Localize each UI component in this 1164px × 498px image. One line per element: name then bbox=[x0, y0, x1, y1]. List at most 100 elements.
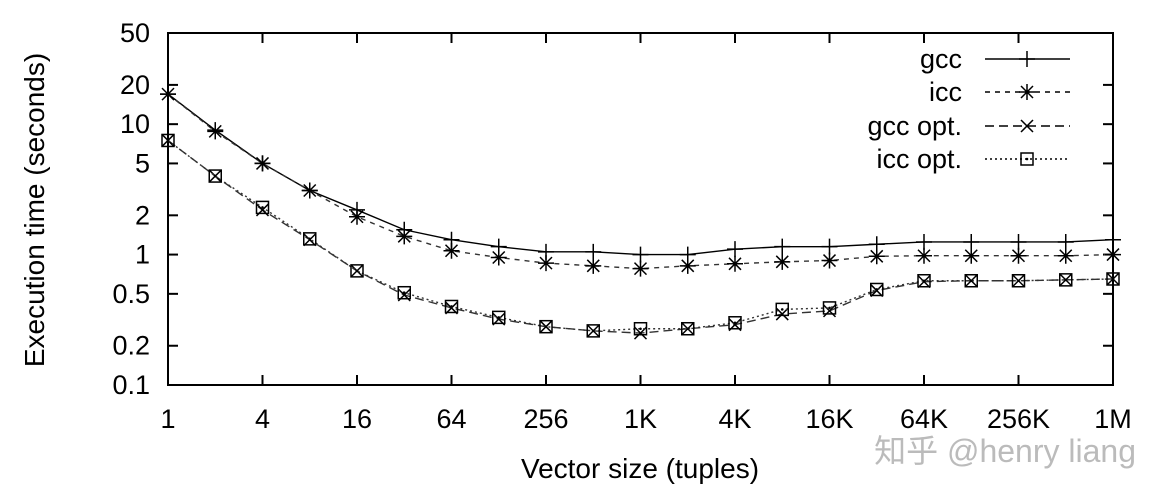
data-point-marker bbox=[679, 257, 696, 274]
data-point-marker bbox=[490, 249, 507, 266]
data-point-marker-dot bbox=[969, 279, 973, 283]
data-point-marker bbox=[870, 282, 884, 297]
data-point-marker bbox=[821, 252, 838, 269]
data-point-marker bbox=[963, 233, 980, 250]
data-point-marker bbox=[821, 238, 838, 255]
y-tick-label: 0.5 bbox=[112, 279, 150, 309]
data-point-marker-dot bbox=[733, 321, 737, 325]
data-point-marker bbox=[727, 255, 743, 272]
data-point-marker bbox=[208, 169, 222, 183]
y-tick-label: 1 bbox=[135, 240, 150, 270]
legend-marker-dot bbox=[1025, 157, 1029, 161]
data-point-marker bbox=[492, 310, 506, 325]
x-tick-label: 256 bbox=[523, 404, 568, 434]
series-line bbox=[167, 93, 1114, 256]
y-tick-label: 0.1 bbox=[112, 370, 150, 400]
series-group bbox=[160, 86, 1121, 340]
y-tick-label: 5 bbox=[135, 148, 150, 178]
data-point-marker bbox=[585, 257, 602, 274]
data-point-marker bbox=[161, 133, 175, 148]
series-icc bbox=[160, 86, 1121, 277]
data-point-marker bbox=[632, 260, 649, 277]
x-tick-label: 64 bbox=[436, 404, 466, 434]
data-point-marker bbox=[538, 255, 554, 272]
legend-marker bbox=[1020, 152, 1034, 166]
legend-label: icc bbox=[929, 77, 962, 107]
data-point-marker bbox=[916, 247, 932, 264]
data-point-marker-dot bbox=[213, 174, 217, 178]
y-tick-label: 0.2 bbox=[112, 331, 150, 361]
data-point-marker bbox=[633, 321, 648, 336]
legend-marker bbox=[1019, 84, 1035, 100]
series-gcc-opt bbox=[161, 133, 1120, 340]
data-point-marker bbox=[443, 242, 460, 259]
data-point-marker bbox=[444, 299, 459, 314]
x-tick-label: 4K bbox=[718, 404, 751, 434]
x-tick-label: 64K bbox=[900, 404, 948, 434]
data-point-marker bbox=[207, 123, 224, 140]
data-point-marker-dot bbox=[497, 316, 501, 319]
data-point-marker-dot bbox=[1111, 277, 1115, 281]
x-tick-label: 1M bbox=[1094, 404, 1132, 434]
y-tick-label: 20 bbox=[120, 70, 150, 100]
data-point-marker-dot bbox=[261, 206, 264, 209]
data-point-marker bbox=[728, 316, 742, 330]
data-point-marker-dot bbox=[875, 288, 879, 291]
data-point-marker bbox=[727, 241, 743, 258]
axes: 0.1 0.2 0.5 1 2 5 10 20 50 1 4 16 64 256 1K 4K 16K 64K 256… bbox=[112, 18, 1131, 434]
x-tick-label: 1 bbox=[160, 404, 175, 434]
data-point-marker bbox=[774, 238, 791, 255]
x-tick-label: 256K bbox=[987, 404, 1050, 434]
legend-marker bbox=[1020, 119, 1034, 133]
data-point-marker bbox=[1105, 231, 1121, 248]
x-axis-title: Vector size (tuples) bbox=[521, 453, 759, 484]
y-tick-label: 50 bbox=[120, 18, 150, 48]
data-point-marker bbox=[349, 208, 365, 225]
data-point-marker bbox=[916, 233, 932, 250]
legend-marker bbox=[1019, 51, 1035, 67]
data-point-marker bbox=[822, 301, 837, 315]
data-point-marker-dot bbox=[780, 308, 784, 311]
y-tick-label: 2 bbox=[135, 200, 150, 230]
data-point-marker bbox=[303, 232, 317, 246]
data-point-marker bbox=[1105, 246, 1121, 263]
y-tick-label: 10 bbox=[120, 109, 150, 139]
data-point-marker-dot bbox=[639, 327, 642, 331]
data-point-marker-dot bbox=[1017, 279, 1020, 283]
data-point-marker-dot bbox=[450, 305, 453, 308]
series-icc-opt bbox=[161, 133, 1120, 338]
data-point-marker bbox=[775, 307, 789, 321]
data-point-marker-dot bbox=[922, 279, 926, 283]
data-point-marker bbox=[1010, 247, 1027, 264]
data-point-marker-dot bbox=[686, 327, 690, 331]
data-point-marker bbox=[1057, 233, 1074, 250]
x-tick-label: 16K bbox=[805, 404, 853, 434]
data-point-marker bbox=[350, 264, 364, 278]
legend-label: icc opt. bbox=[876, 144, 962, 174]
data-point-marker bbox=[255, 200, 270, 215]
data-point-marker-dot bbox=[402, 291, 406, 295]
data-point-marker bbox=[160, 86, 176, 103]
series-line bbox=[167, 93, 1114, 270]
x-tick-label: 4 bbox=[255, 404, 270, 434]
data-point-marker bbox=[868, 248, 885, 265]
watermark: 知乎 @henry liang bbox=[874, 433, 1136, 469]
data-point-marker bbox=[681, 321, 695, 336]
series-line bbox=[167, 139, 1114, 332]
y-axis-title: Execution time (seconds) bbox=[19, 53, 50, 367]
data-point-marker bbox=[1011, 273, 1026, 288]
legend-label: gcc bbox=[920, 44, 962, 74]
data-point-marker bbox=[917, 273, 931, 288]
x-tick-label: 16 bbox=[342, 404, 372, 434]
data-point-marker bbox=[775, 302, 789, 317]
data-point-marker bbox=[1057, 247, 1074, 264]
data-point-marker bbox=[963, 247, 980, 264]
data-point-marker bbox=[301, 182, 318, 199]
data-point-marker bbox=[1010, 233, 1027, 250]
data-point-marker bbox=[396, 228, 413, 245]
data-point-marker-dot bbox=[355, 269, 359, 273]
data-point-marker bbox=[774, 253, 791, 270]
data-point-marker-dot bbox=[1064, 278, 1068, 282]
data-point-marker-dot bbox=[591, 329, 595, 333]
